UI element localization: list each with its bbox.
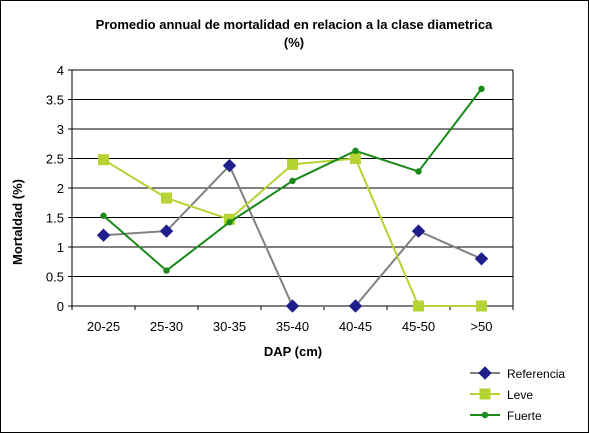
legend-marker-referencia [478, 366, 492, 380]
y-tick-label-0: 0 [57, 299, 64, 314]
point-referencia-2 [222, 158, 237, 173]
y-tick-label-6: 3 [57, 122, 64, 137]
x-tick-label-6: >50 [470, 319, 492, 334]
point-leve-6 [476, 300, 487, 312]
point-referencia-1 [159, 224, 174, 238]
point-referencia-5 [411, 224, 426, 238]
legend-item-leve: Leve [470, 388, 533, 402]
point-referencia-4 [348, 299, 363, 313]
point-fuerte-5 [415, 168, 422, 175]
y-tick-label-4: 2 [57, 181, 64, 196]
x-axis-label: DAP (cm) [264, 344, 322, 359]
legend-label-fuerte: Fuerte [507, 409, 542, 423]
chart-title-line-1: Promedio annual de mortalidad en relacio… [96, 17, 493, 32]
y-tick-label-5: 2.5 [46, 152, 64, 167]
y-tick-label-8: 4 [57, 63, 64, 78]
x-tick-label-4: 40-45 [339, 319, 372, 334]
point-fuerte-3 [289, 177, 296, 185]
legend-marker-fuerte [481, 411, 489, 419]
y-tick-label-2: 1 [57, 240, 64, 255]
point-referencia-0 [96, 228, 111, 242]
point-referencia-6 [474, 252, 489, 266]
legend-label-leve: Leve [507, 388, 533, 402]
point-fuerte-1 [163, 267, 170, 274]
legend-item-referencia: Referencia [470, 366, 565, 381]
point-leve-3 [287, 158, 298, 170]
x-tick-labels: 20-25 25-30 30-35 35-40 40-45 45-50 >50 [87, 319, 493, 334]
y-tick-label-7: 3.5 [46, 93, 64, 108]
x-tick-label-5: 45-50 [402, 319, 435, 334]
y-tick-label-3: 1.5 [46, 211, 64, 226]
chart-title-line-2: (%) [284, 35, 304, 50]
point-fuerte-0 [100, 212, 107, 219]
point-leve-5 [413, 300, 424, 312]
x-tick-label-0: 20-25 [87, 319, 120, 334]
y-axis-label: Mortaldad (%) [10, 179, 25, 265]
legend: Referencia Leve Fuerte [470, 366, 565, 423]
point-leve-1 [161, 192, 172, 204]
legend-label-referencia: Referencia [507, 367, 565, 381]
legend-marker-leve [479, 388, 491, 400]
point-leve-4 [350, 153, 361, 164]
x-tick-label-2: 30-35 [213, 319, 246, 334]
point-leve-0 [98, 154, 109, 166]
y-tick-labels: 0 0.5 1 1.5 2 2.5 3 3.5 4 [46, 63, 64, 314]
series-fuerte [100, 85, 485, 274]
series-referencia [96, 158, 489, 313]
point-fuerte-2 [226, 219, 233, 226]
y-tick-label-1: 0.5 [46, 270, 64, 285]
point-fuerte-4 [352, 147, 359, 155]
series-layer [96, 85, 489, 313]
gridlines [72, 69, 513, 277]
legend-item-fuerte: Fuerte [470, 409, 542, 423]
point-referencia-3 [285, 299, 300, 313]
x-tick-label-1: 25-30 [150, 319, 183, 334]
x-tick-label-3: 35-40 [276, 319, 309, 334]
point-fuerte-6 [478, 85, 485, 93]
